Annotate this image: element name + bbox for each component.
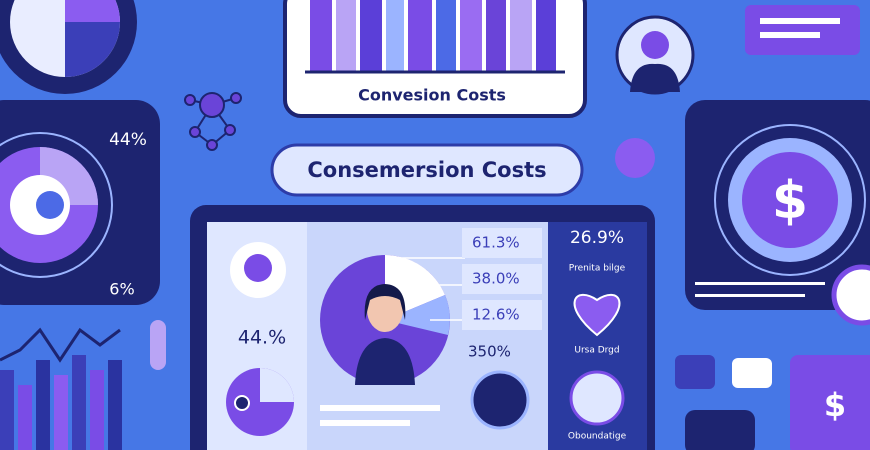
chat-icon bbox=[732, 358, 772, 388]
avatar-head bbox=[641, 31, 669, 59]
side-label: Prenita bilge bbox=[569, 264, 626, 274]
pie-pointer bbox=[234, 395, 250, 411]
clock bbox=[831, 264, 870, 326]
side-footer: Oboundatige bbox=[568, 432, 627, 442]
avatar-body bbox=[630, 63, 680, 92]
wallet-card bbox=[790, 355, 870, 450]
card-bars bbox=[305, 0, 565, 74]
card-title: Convesion Costs bbox=[358, 86, 506, 105]
stat: 350% bbox=[468, 343, 511, 361]
person-face bbox=[367, 288, 403, 332]
person-body bbox=[355, 338, 415, 385]
dollar-icon: $ bbox=[772, 171, 808, 231]
chat-line bbox=[760, 18, 840, 24]
stat-box bbox=[462, 264, 542, 294]
phone-icon bbox=[685, 410, 755, 450]
donut-slice bbox=[65, 22, 120, 77]
chat-bubble bbox=[745, 5, 860, 55]
side-stat: 26.9% bbox=[570, 228, 624, 248]
text-line bbox=[320, 420, 410, 426]
clock-icon bbox=[470, 370, 530, 430]
stat-box bbox=[462, 300, 542, 330]
pen-icon bbox=[150, 320, 166, 370]
mini-pie-slice bbox=[260, 368, 294, 402]
stat: 38.0% bbox=[472, 270, 520, 288]
coin-icon bbox=[615, 138, 655, 178]
ring bbox=[714, 124, 866, 276]
camera-icon bbox=[675, 355, 715, 389]
dollar-circle bbox=[742, 152, 838, 248]
wallet-dollar: $ bbox=[824, 386, 846, 424]
heart-icon bbox=[573, 294, 621, 337]
donut-slice bbox=[65, 0, 120, 22]
left-bottom-stat: 6% bbox=[109, 280, 134, 299]
stat: 61.3% bbox=[472, 234, 520, 252]
banner-title: Consemersion Costs bbox=[307, 158, 546, 182]
network-icon bbox=[184, 92, 242, 151]
tablet-left-stat: 44.% bbox=[238, 327, 286, 349]
donut-core bbox=[36, 191, 64, 219]
chat-line bbox=[760, 32, 820, 38]
bottom-bars bbox=[0, 327, 122, 450]
photo-pie-slice bbox=[385, 295, 450, 335]
left-top-stat: 44% bbox=[109, 130, 147, 150]
banner bbox=[270, 143, 584, 197]
user-icon bbox=[244, 254, 272, 282]
side-caption: Ursa Drgd bbox=[574, 346, 619, 356]
right-lines bbox=[695, 282, 825, 297]
ring bbox=[0, 132, 113, 278]
stat: 12.6% bbox=[472, 306, 520, 324]
stat-connectors bbox=[400, 257, 465, 321]
badge-icon bbox=[569, 370, 625, 426]
person-hair bbox=[364, 284, 406, 320]
text-line bbox=[320, 405, 440, 411]
stat-box bbox=[462, 228, 542, 258]
